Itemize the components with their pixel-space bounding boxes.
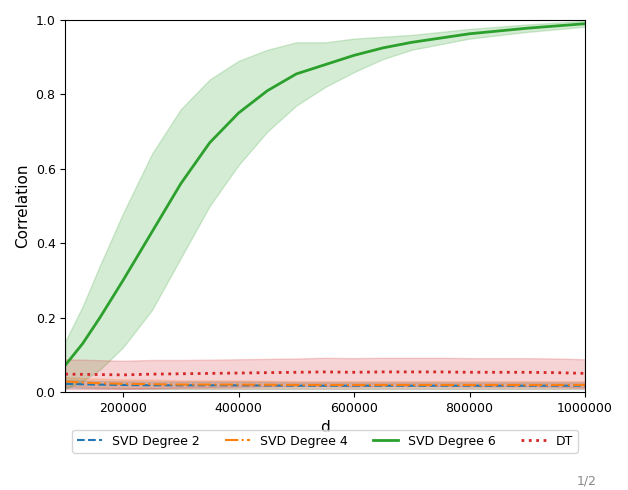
DT — [322, 369, 329, 375]
SVD Degree 6 — [524, 25, 531, 31]
SVD Degree 4 — [206, 382, 214, 388]
SVD Degree 2 — [293, 383, 300, 389]
SVD Degree 4 — [235, 382, 242, 388]
DT — [293, 369, 300, 375]
X-axis label: d: d — [320, 420, 330, 435]
DT — [62, 371, 69, 377]
DT — [206, 370, 214, 376]
Legend: SVD Degree 2, SVD Degree 4, SVD Degree 6, DT: SVD Degree 2, SVD Degree 4, SVD Degree 6… — [72, 430, 578, 453]
SVD Degree 2 — [350, 383, 358, 389]
SVD Degree 4 — [90, 380, 98, 386]
SVD Degree 2 — [90, 382, 98, 388]
SVD Degree 6 — [264, 88, 271, 94]
SVD Degree 6 — [466, 31, 474, 37]
SVD Degree 4 — [466, 382, 474, 388]
SVD Degree 6 — [350, 52, 358, 58]
SVD Degree 6 — [96, 315, 104, 320]
SVD Degree 4 — [148, 381, 156, 387]
SVD Degree 6 — [582, 21, 589, 26]
SVD Degree 4 — [582, 382, 589, 388]
DT — [177, 371, 185, 377]
SVD Degree 6 — [79, 341, 87, 346]
DT — [235, 370, 242, 376]
DT — [466, 369, 474, 375]
SVD Degree 6 — [408, 39, 416, 45]
SVD Degree 4 — [408, 382, 416, 388]
SVD Degree 6 — [119, 277, 127, 283]
DT — [437, 369, 445, 375]
SVD Degree 6 — [379, 45, 387, 51]
SVD Degree 2 — [582, 383, 589, 389]
DT — [90, 371, 98, 377]
DT — [264, 370, 271, 376]
SVD Degree 2 — [466, 383, 474, 389]
Line: SVD Degree 4: SVD Degree 4 — [65, 382, 585, 385]
SVD Degree 2 — [235, 382, 242, 388]
DT — [119, 372, 127, 378]
SVD Degree 6 — [148, 229, 156, 235]
Text: 1/2: 1/2 — [577, 474, 597, 488]
DT — [350, 369, 358, 375]
SVD Degree 6 — [293, 71, 300, 77]
SVD Degree 2 — [148, 382, 156, 388]
SVD Degree 4 — [119, 381, 127, 387]
SVD Degree 4 — [177, 382, 185, 388]
DT — [524, 369, 531, 375]
SVD Degree 4 — [62, 379, 69, 385]
SVD Degree 6 — [206, 140, 214, 146]
SVD Degree 2 — [177, 382, 185, 388]
SVD Degree 2 — [206, 382, 214, 388]
DT — [379, 369, 387, 375]
SVD Degree 6 — [235, 110, 242, 116]
SVD Degree 6 — [62, 362, 69, 368]
SVD Degree 4 — [350, 382, 358, 388]
SVD Degree 2 — [524, 383, 531, 389]
SVD Degree 2 — [408, 383, 416, 389]
DT — [582, 370, 589, 376]
Line: SVD Degree 6: SVD Degree 6 — [65, 24, 585, 365]
SVD Degree 4 — [293, 382, 300, 388]
SVD Degree 4 — [524, 382, 531, 388]
DT — [553, 370, 560, 376]
SVD Degree 2 — [62, 381, 69, 387]
Line: DT: DT — [65, 372, 585, 375]
Y-axis label: Correlation: Correlation — [15, 164, 30, 248]
DT — [148, 371, 156, 377]
DT — [495, 369, 502, 375]
SVD Degree 6 — [177, 181, 185, 187]
Line: SVD Degree 2: SVD Degree 2 — [65, 384, 585, 386]
SVD Degree 6 — [322, 62, 329, 68]
SVD Degree 2 — [119, 382, 127, 388]
DT — [408, 369, 416, 375]
